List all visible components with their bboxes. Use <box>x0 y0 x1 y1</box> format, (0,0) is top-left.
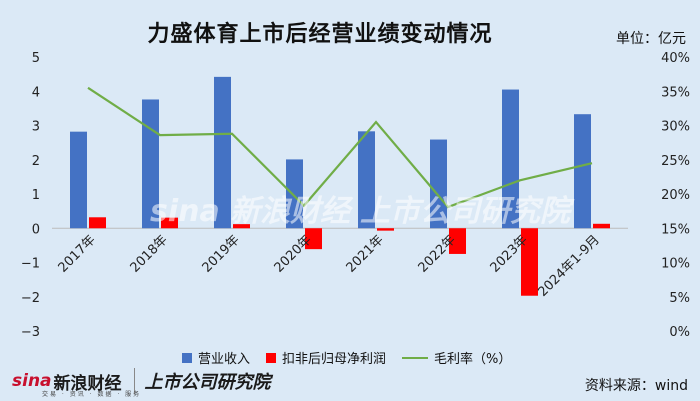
gross-margin-line <box>87 86 593 209</box>
profit-bar <box>89 217 106 229</box>
revenue-bar <box>70 131 87 229</box>
y-left-tick-label: 0 <box>32 222 40 237</box>
y-right-tick-label: 5% <box>669 291 690 306</box>
profit-bar <box>161 217 178 229</box>
x-tick-label: 2021年 <box>344 232 387 275</box>
profit-bar <box>233 224 250 229</box>
y-right-tick-label: 30% <box>661 120 690 135</box>
sina-finance-logo: 新浪财经 <box>53 373 122 394</box>
y-left-tick-label: 2 <box>32 154 40 169</box>
legend-item-revenue: 营业收入 <box>182 348 250 367</box>
source-note: 资料来源：wind <box>584 378 688 394</box>
y-left-tick-label: 5 <box>32 51 40 66</box>
revenue-bar <box>214 76 231 229</box>
revenue-bar <box>358 131 375 229</box>
legend-label-profit: 扣非后归母净利润 <box>282 352 387 367</box>
x-tick-label: 2022年 <box>416 232 459 275</box>
profit-bar <box>593 223 610 229</box>
legend-label-revenue: 营业收入 <box>198 352 251 367</box>
legend-swatch-margin <box>402 356 429 359</box>
y-right-tick-label: 15% <box>661 222 690 237</box>
legend-label-margin: 毛利率（%） <box>434 352 512 367</box>
revenue-bar <box>502 89 519 229</box>
profit-bar <box>305 228 322 250</box>
x-tick-label: 2019年 <box>200 232 243 275</box>
profit-bar <box>521 228 538 296</box>
y-left-tick-label: −3 <box>21 325 40 340</box>
x-tick-label: 2020年 <box>272 232 315 275</box>
revenue-bar <box>574 114 591 229</box>
y-left-tick-label: 3 <box>32 120 40 135</box>
legend-item-margin: 毛利率（%） <box>402 348 511 367</box>
y-left-tick-label: −1 <box>21 257 40 272</box>
x-tick-label: 2018年 <box>128 232 171 275</box>
profit-bar <box>377 228 394 231</box>
y-right-tick-label: 40% <box>661 51 690 66</box>
unit-label: 单位：亿元 <box>616 31 686 47</box>
y-left-tick-label: −2 <box>21 291 40 306</box>
revenue-bar <box>142 99 159 229</box>
legend-item-profit: 扣非后归母净利润 <box>266 348 386 367</box>
legend: 营业收入 扣非后归母净利润 毛利率（%） <box>182 348 527 367</box>
y-right-tick-label: 10% <box>661 257 690 272</box>
logos: sina 新浪财经 交易 · 资讯 · 数据 · 服务 上市公司研究院 <box>12 368 271 398</box>
x-tick-label: 2024年1-9月 <box>535 232 602 299</box>
revenue-bar <box>430 139 447 229</box>
profit-bar <box>449 228 466 254</box>
y-left-tick-label: 1 <box>32 188 40 203</box>
revenue-bar <box>286 159 303 229</box>
chart-title: 力盛体育上市后经营业绩变动情况 <box>147 22 493 47</box>
sina-tags: 交易 · 资讯 · 数据 · 服务 <box>42 391 142 398</box>
x-tick-label: 2017年 <box>56 232 99 275</box>
y-left-tick-label: 4 <box>32 85 40 100</box>
legend-swatch-profit <box>266 352 277 363</box>
y-right-tick-label: 0% <box>669 325 690 340</box>
institute-logo: 上市公司研究院 <box>133 368 271 394</box>
legend-swatch-revenue <box>182 352 192 363</box>
y-right-tick-label: 25% <box>661 154 690 169</box>
y-right-tick-label: 20% <box>661 188 690 203</box>
y-right-tick-label: 35% <box>661 85 690 100</box>
sina-logo: sina <box>12 371 52 391</box>
